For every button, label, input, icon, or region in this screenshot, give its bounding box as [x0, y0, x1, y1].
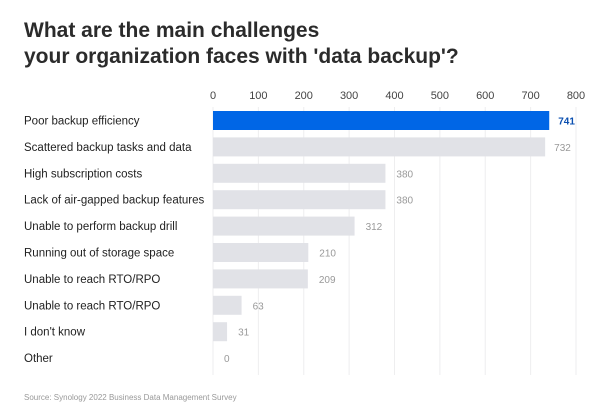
- title-line-2: your organization faces with 'data backu…: [24, 45, 459, 68]
- source-note: Source: Synology 2022 Business Data Mana…: [24, 393, 237, 402]
- bar: [213, 295, 242, 315]
- value-label: 312: [366, 222, 383, 233]
- value-label: 0: [224, 354, 230, 365]
- value-label: 741: [558, 117, 575, 128]
- value-label: 209: [319, 275, 336, 286]
- category-label: High subscription costs: [24, 168, 142, 180]
- bar: [213, 111, 550, 130]
- x-tick-label: 200: [295, 90, 313, 102]
- category-label: Unable to perform backup drill: [24, 221, 177, 233]
- value-label: 732: [554, 143, 571, 154]
- bar: [213, 163, 386, 183]
- category-label: Running out of storage space: [24, 248, 174, 260]
- category-label: Unable to reach RTO/RPO: [24, 274, 160, 286]
- bar: [213, 190, 386, 210]
- bar: [213, 322, 228, 342]
- bar: [213, 269, 308, 289]
- category-label: I don't know: [24, 327, 86, 339]
- value-label: 63: [253, 301, 265, 312]
- bar: [213, 137, 546, 157]
- value-label: 380: [396, 196, 413, 207]
- category-label: Poor backup efficiency: [24, 116, 140, 128]
- x-tick-label: 300: [340, 90, 358, 102]
- x-tick-label: 400: [385, 90, 403, 102]
- title-line-1: What are the main challenges: [24, 19, 320, 42]
- x-tick-label: 800: [567, 90, 585, 102]
- category-label: Unable to reach RTO/RPO: [24, 300, 160, 312]
- x-tick-label: 0: [210, 90, 216, 102]
- bar: [213, 216, 355, 236]
- value-label: 31: [238, 328, 250, 339]
- bar: [213, 243, 309, 262]
- value-label: 210: [319, 249, 336, 260]
- x-tick-label: 100: [249, 90, 267, 102]
- chart-title: What are the main challenges your organiz…: [24, 18, 584, 70]
- category-label: Scattered backup tasks and data: [24, 142, 192, 154]
- category-label: Lack of air-gapped backup features: [24, 195, 205, 207]
- x-tick-label: 600: [476, 90, 494, 102]
- x-tick-label: 700: [521, 90, 539, 102]
- category-label: Other: [24, 353, 53, 365]
- x-tick-label: 500: [431, 90, 449, 102]
- value-label: 380: [396, 169, 413, 180]
